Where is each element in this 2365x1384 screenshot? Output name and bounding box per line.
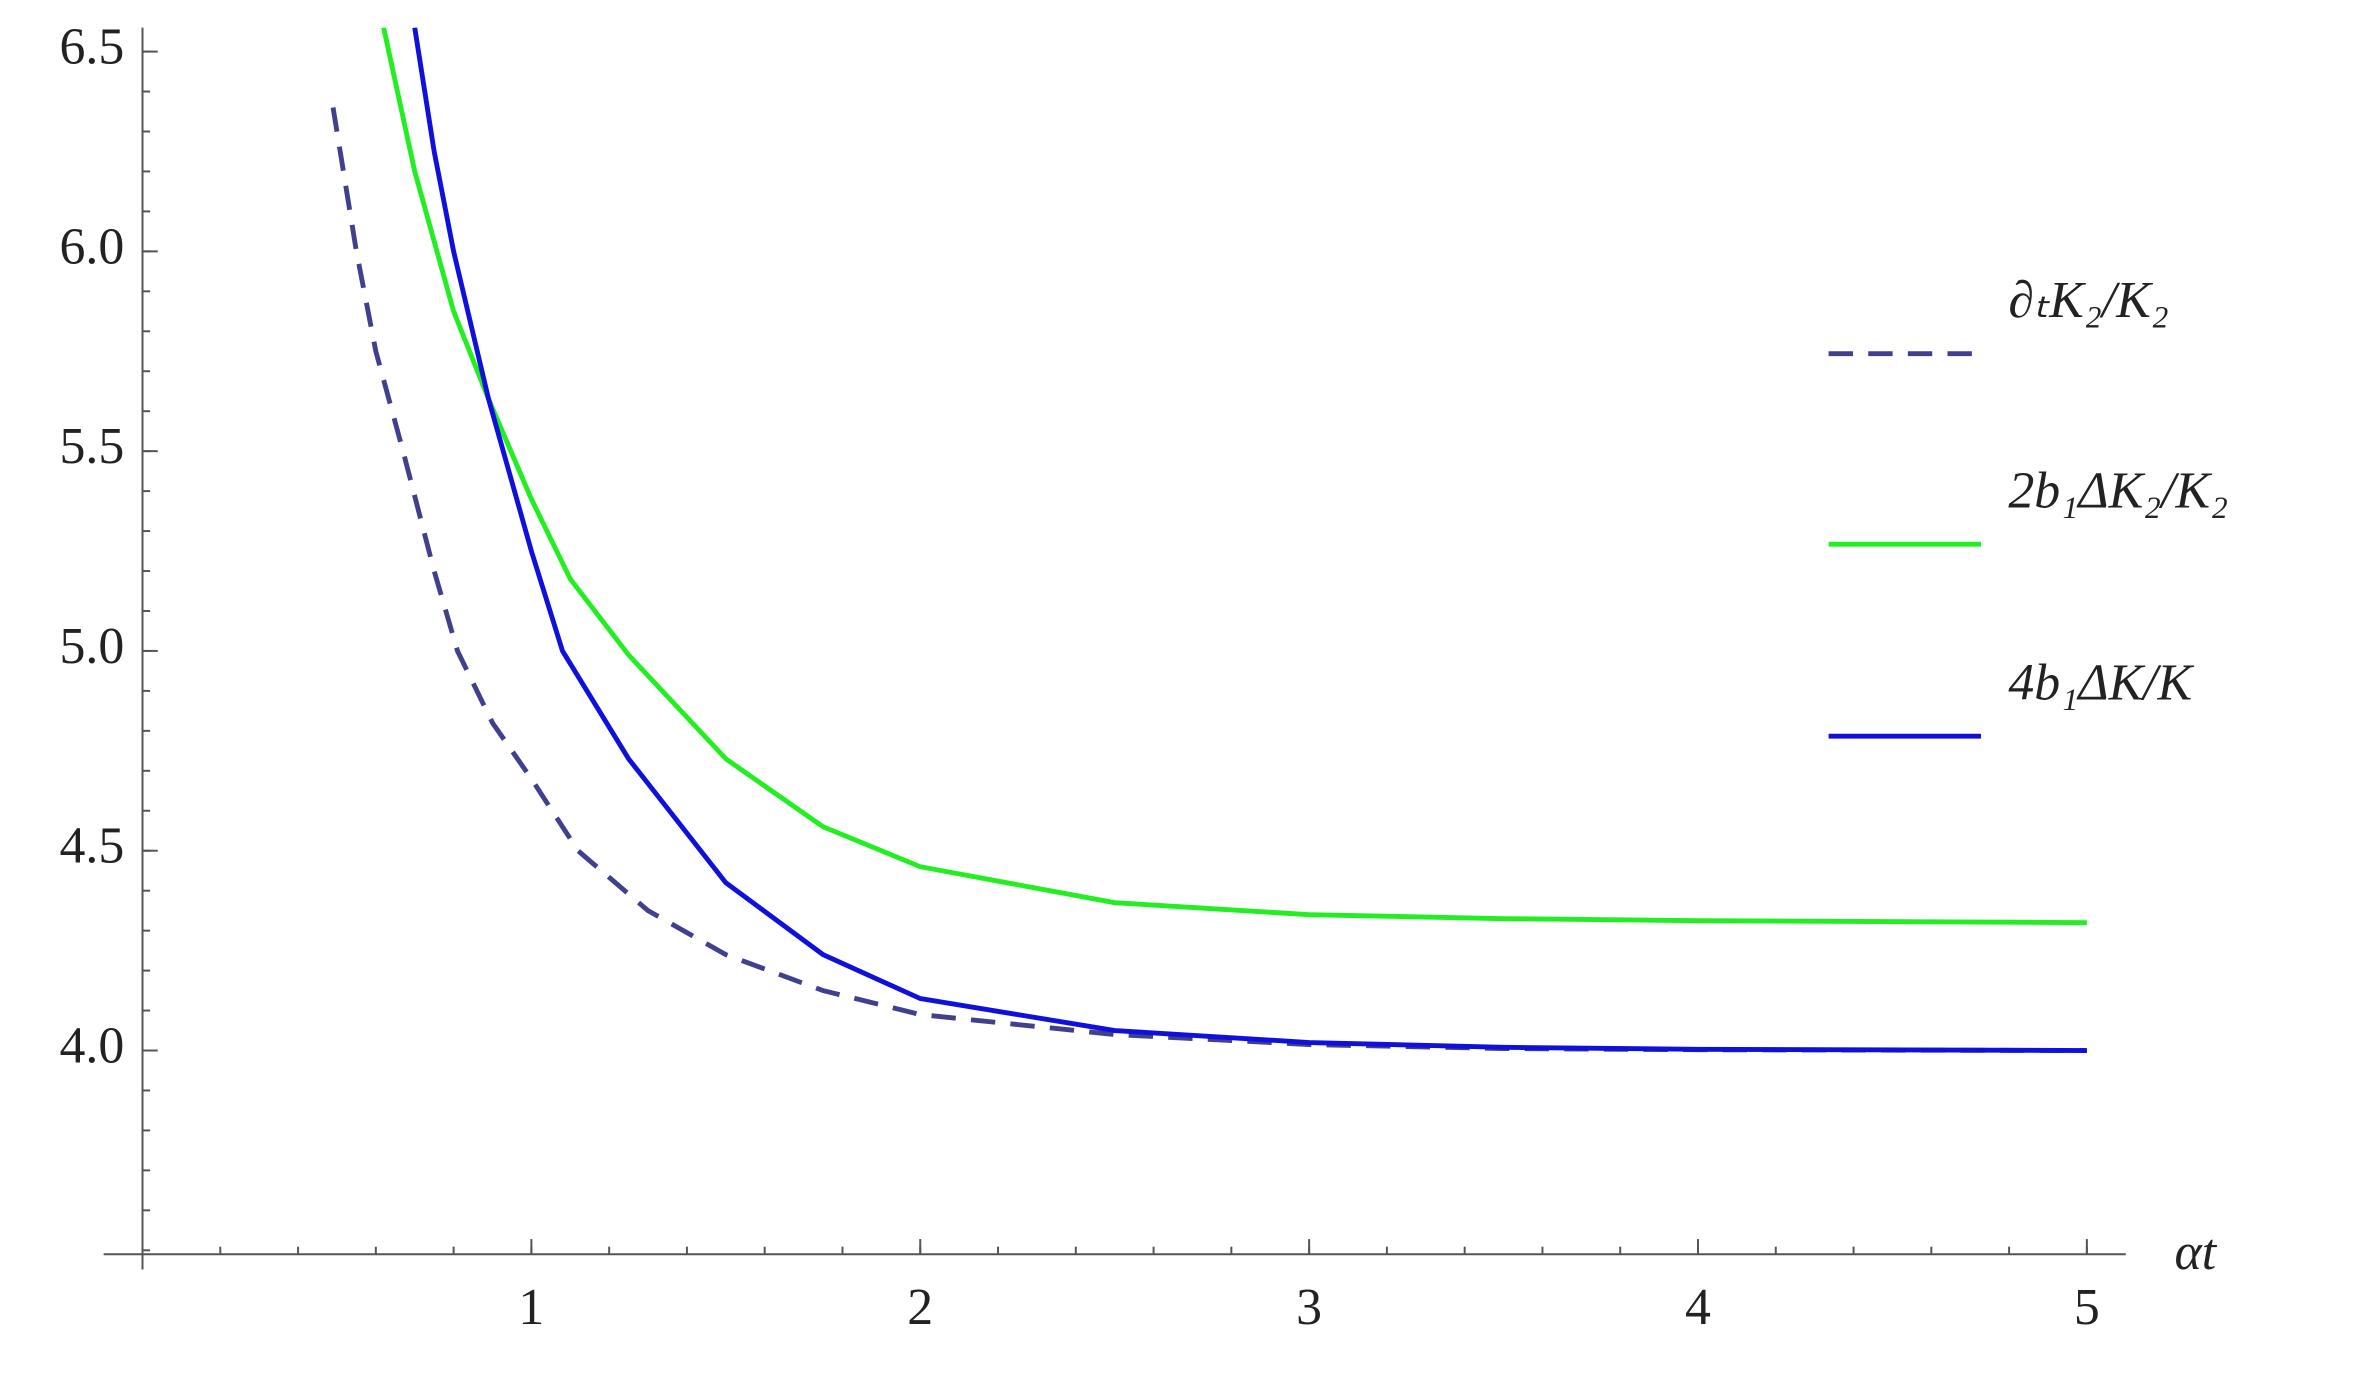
y-tick-label: 6.5 <box>59 18 124 75</box>
legend-label: 2b₁ΔK₂/K₂ <box>2008 462 2228 519</box>
x-tick-label: 3 <box>1296 1279 1322 1336</box>
x-tick-label: 5 <box>2074 1279 2100 1336</box>
x-tick-label: 1 <box>518 1279 544 1336</box>
y-tick-label: 4.0 <box>59 1017 124 1074</box>
series-line <box>381 27 2087 926</box>
legend-label: ∂ₜK₂/K₂ <box>2008 272 2168 329</box>
x-tick-label: 4 <box>1685 1279 1711 1336</box>
y-tick-label: 6.0 <box>59 218 124 275</box>
series-line <box>412 27 2087 1053</box>
y-tick-label: 5.0 <box>59 618 124 675</box>
y-tick-label: 4.5 <box>59 818 124 875</box>
y-tick-label: 5.5 <box>59 418 124 475</box>
x-axis-label: αt <box>2175 1224 2218 1281</box>
x-tick-label: 2 <box>907 1279 933 1336</box>
legend-label: 4b₁ΔK/K <box>2008 654 2194 711</box>
